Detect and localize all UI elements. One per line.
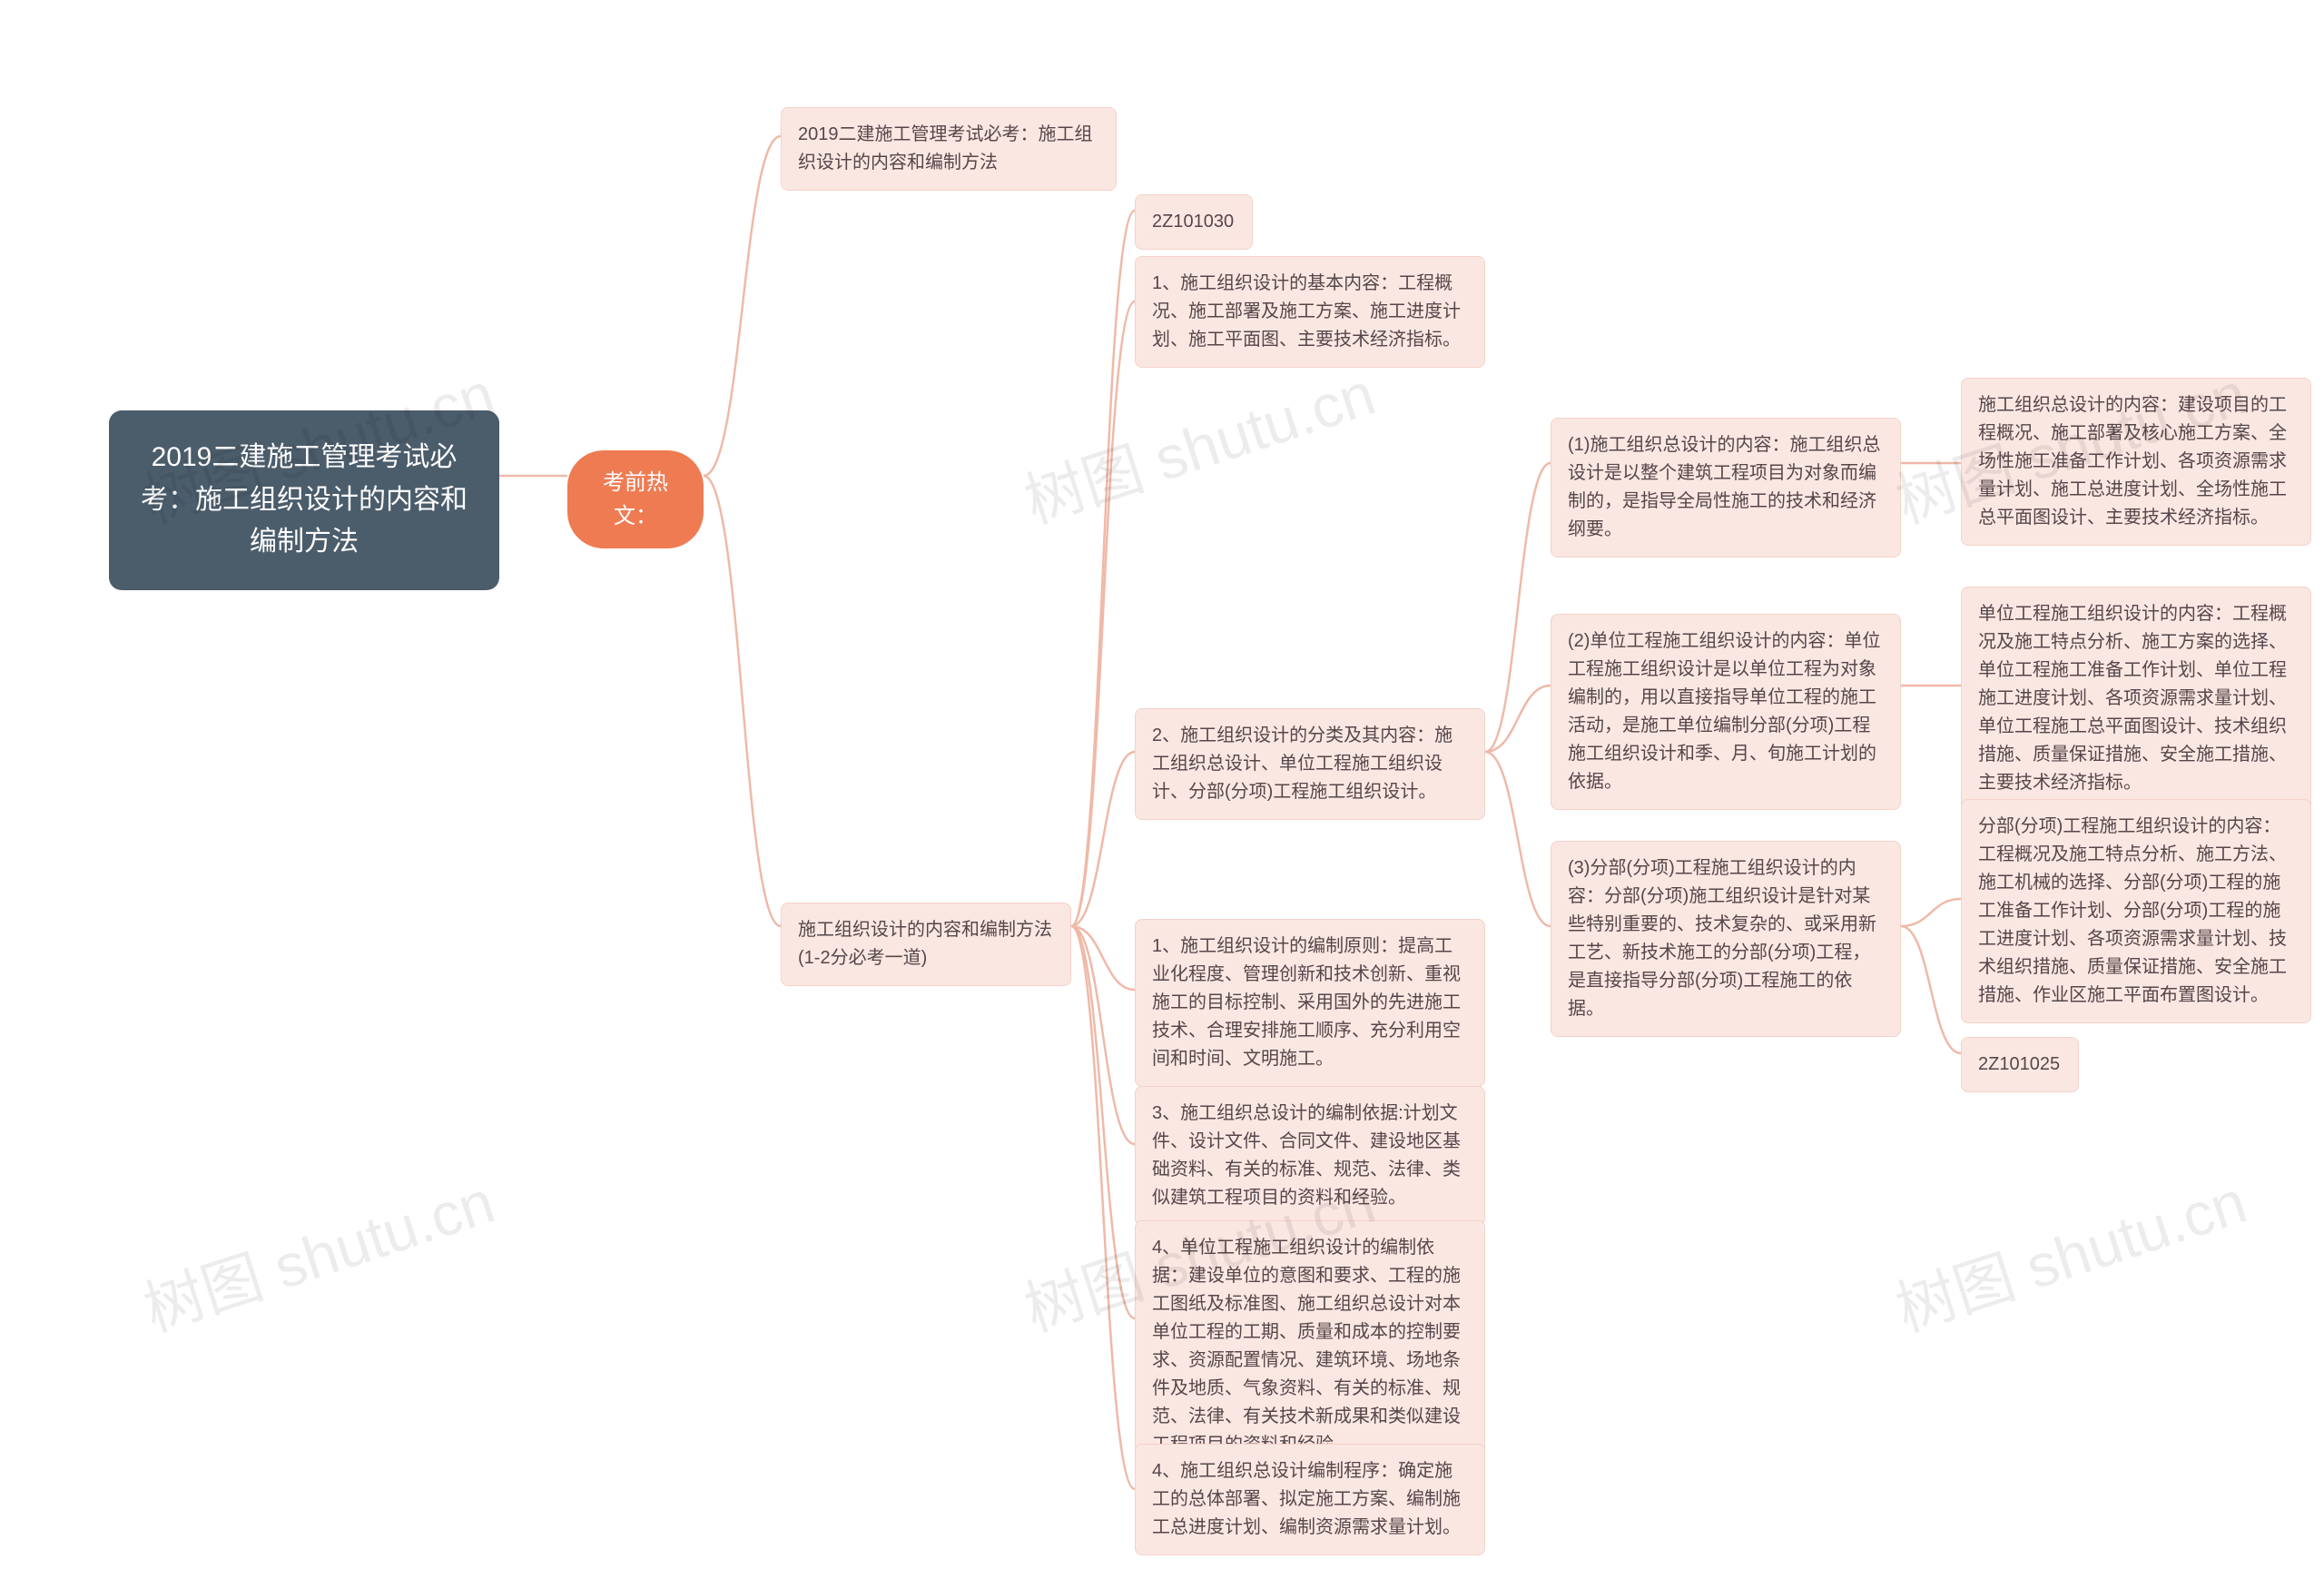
code-2z101030[interactable]: 2Z101030	[1135, 194, 1253, 250]
mindmap-canvas: 2019二建施工管理考试必考：施工组织设计的内容和编制方法 考前热文： 2019…	[0, 0, 2324, 1579]
watermark: 树图 shutu.cn	[1884, 1154, 2256, 1349]
basic-content[interactable]: 1、施工组织设计的基本内容：工程概况、施工部署及施工方案、施工进度计划、施工平面…	[1135, 256, 1485, 368]
overall-procedure[interactable]: 4、施工组织总设计编制程序：确定施工的总体部署、拟定施工方案、编制施工总进度计划…	[1135, 1444, 1485, 1555]
classification[interactable]: 2、施工组织设计的分类及其内容：施工组织总设计、单位工程施工组织设计、分部(分项…	[1135, 708, 1485, 820]
branch-title-repeat[interactable]: 2019二建施工管理考试必考：施工组织设计的内容和编制方法	[781, 107, 1117, 191]
watermark: 树图 shutu.cn	[1012, 346, 1384, 541]
hub-node[interactable]: 考前热文：	[567, 450, 704, 548]
unit-design-content[interactable]: 单位工程施工组织设计的内容：工程概况及施工特点分析、施工方案的选择、单位工程施工…	[1961, 587, 2311, 811]
watermark: 树图 shutu.cn	[132, 1154, 504, 1349]
sub-design-content[interactable]: 分部(分项)工程施工组织设计的内容：工程概况及施工特点分析、施工方法、施工机械的…	[1961, 799, 2311, 1023]
branch-content-methods[interactable]: 施工组织设计的内容和编制方法(1-2分必考一道)	[781, 903, 1071, 986]
overall-design-def[interactable]: (1)施工组织总设计的内容：施工组织总设计是以整个建筑工程项目为对象而编制的，是…	[1551, 418, 1901, 558]
compile-principles[interactable]: 1、施工组织设计的编制原则：提高工业化程度、管理创新和技术创新、重视施工的目标控…	[1135, 919, 1485, 1087]
sub-design-def[interactable]: (3)分部(分项)工程施工组织设计的内容：分部(分项)施工组织设计是针对某些特别…	[1551, 841, 1901, 1037]
code-2z101025[interactable]: 2Z101025	[1961, 1037, 2079, 1092]
unit-design-def[interactable]: (2)单位工程施工组织设计的内容：单位工程施工组织设计是以单位工程为对象编制的，…	[1551, 614, 1901, 810]
